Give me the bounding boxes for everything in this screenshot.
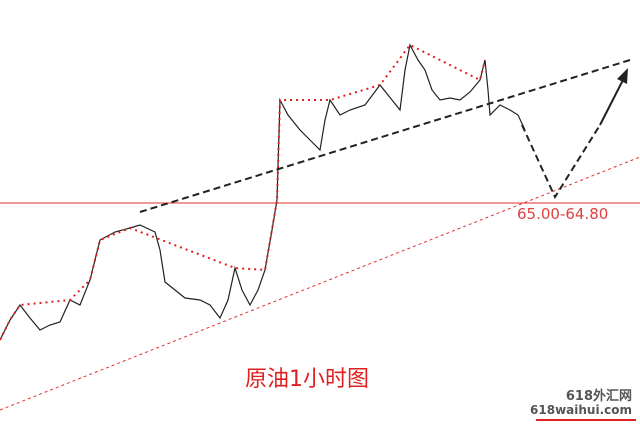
- arrow-head: [617, 68, 628, 84]
- watermark-name: 618外汇网: [566, 388, 632, 404]
- support-line: [0, 156, 640, 411]
- trend-line: [139, 59, 631, 213]
- level-label: 65.00-64.80: [517, 205, 608, 223]
- price-path: [0, 43, 526, 341]
- chart-title: 原油1小时图: [245, 367, 369, 392]
- forecast-arrow: [599, 77, 625, 126]
- price-path-up: [0, 43, 486, 341]
- forecast-path: [521, 124, 601, 200]
- watermark-url: 618waihui.com: [530, 403, 632, 417]
